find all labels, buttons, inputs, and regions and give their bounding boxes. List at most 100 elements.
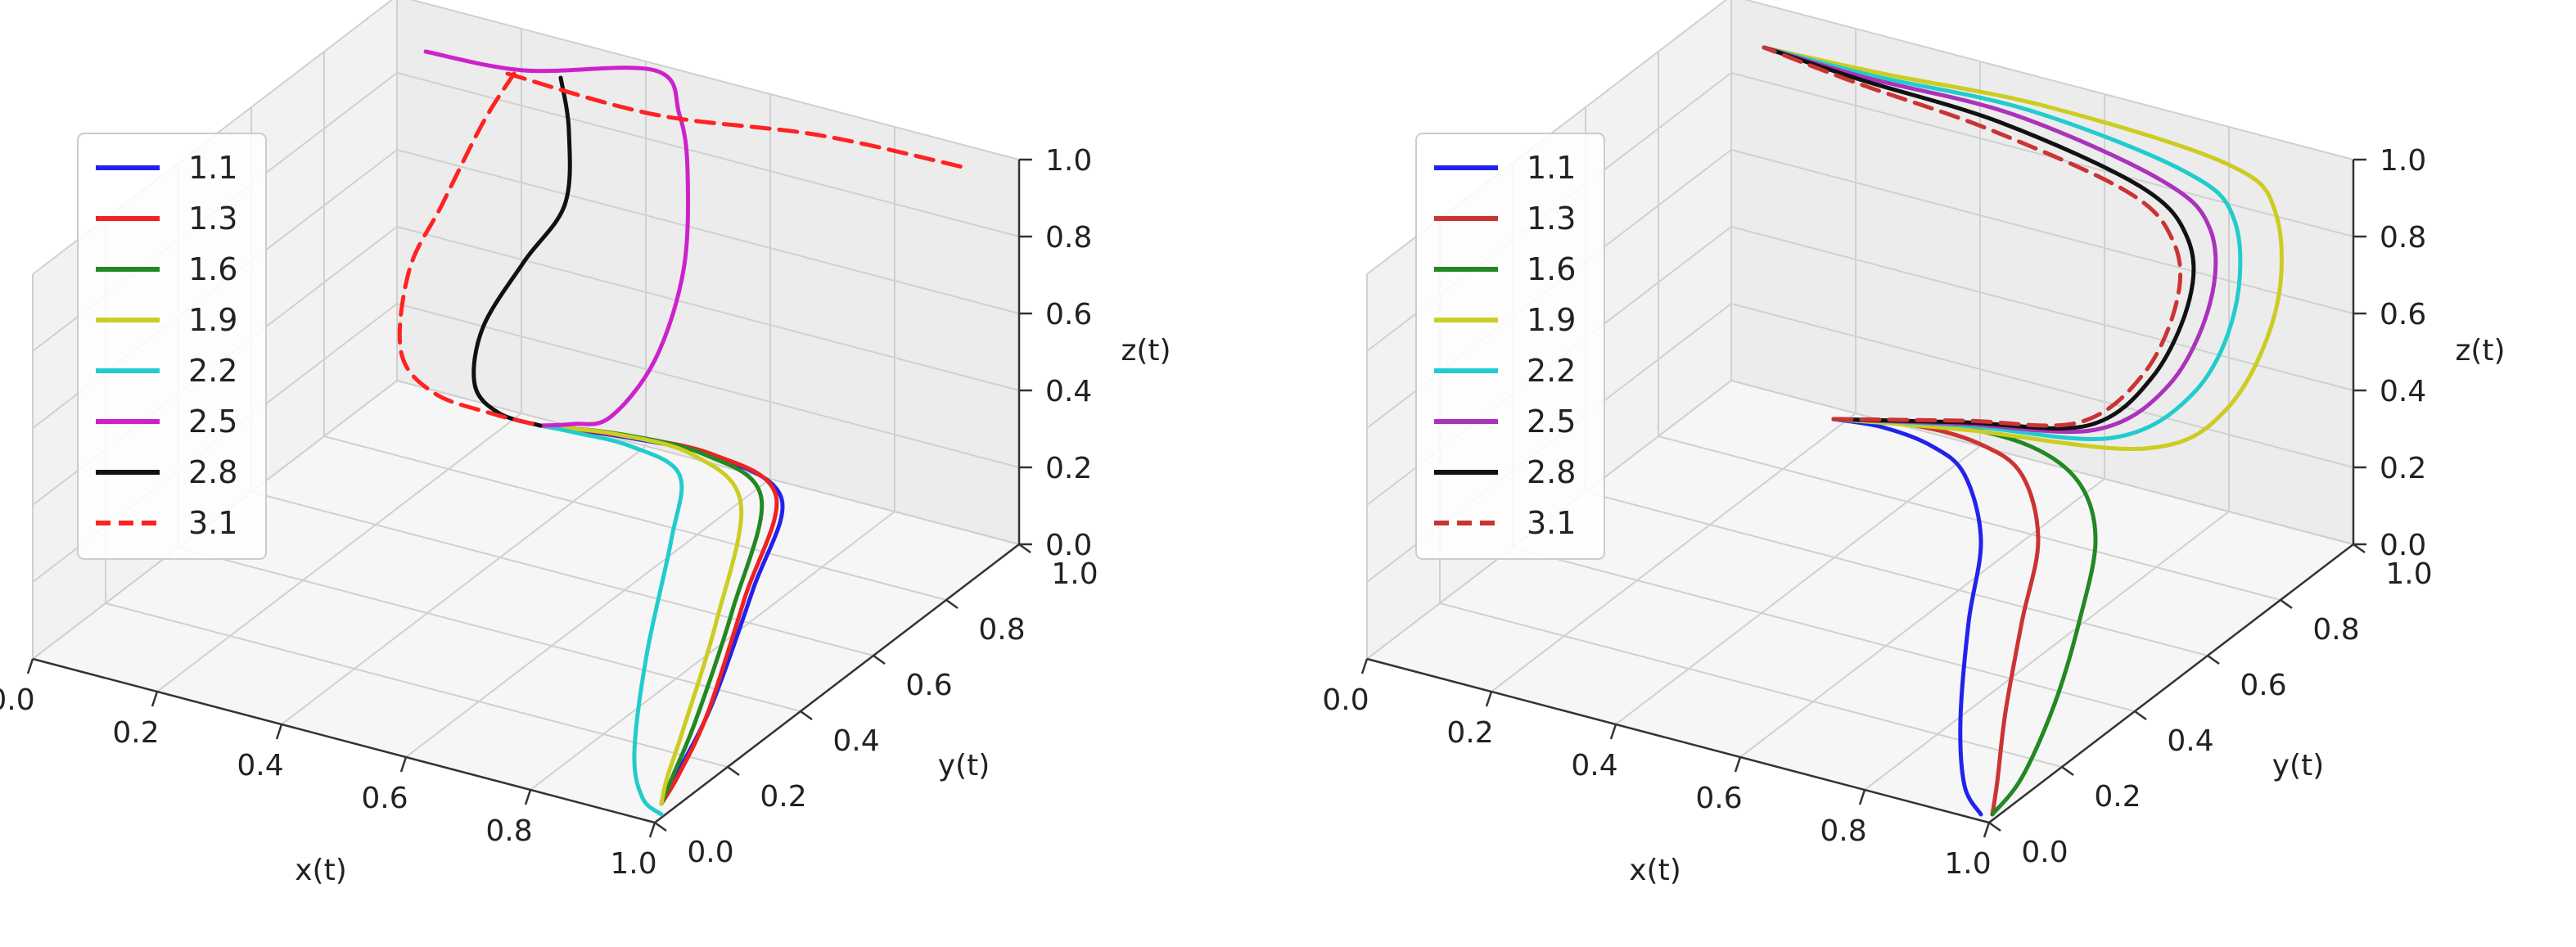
x-tick-label: 0.0 [0,683,35,717]
x-tick-label: 0.4 [237,749,283,782]
x-tick [26,658,34,674]
grid-line [1730,72,2354,237]
y-tick [1018,543,1031,554]
grid-line [1730,303,2354,468]
z-tick-label: 0.4 [1045,375,1092,408]
grid-line [1658,435,2281,601]
legend-label: 3.1 [188,505,237,541]
x-tick-label: 0.6 [1695,782,1742,815]
grid-line [1512,547,2136,712]
grid-line [156,413,522,692]
series-line-3-1 [1762,45,2183,428]
x-tick-label: 0.2 [1446,716,1493,750]
y-tick-label: 0.2 [2094,780,2141,814]
x-tick [1858,789,1866,805]
x-tick-label: 0.6 [361,782,408,815]
z-tick-label: 1.0 [1045,144,1092,178]
x-tick [151,691,159,707]
z-tick-label: 0.2 [1045,452,1092,485]
z-tick-label: 0.6 [1045,298,1092,331]
series-line-1-9 [538,423,744,806]
x-axis-line [32,657,656,824]
legend-box [1415,133,1605,560]
z-axis-label: z(t) [2455,334,2505,368]
series-line-3-1-top [505,71,968,170]
y-axis-line [654,543,1020,823]
z-axis-label: z(t) [1121,334,1171,368]
z-tick-label: 0.4 [2380,375,2426,408]
legend-box [77,133,267,560]
series-line-1-9 [1762,45,2284,452]
series-line-2-2 [538,423,684,817]
series-line-2-2 [1762,45,2243,441]
y-tick-label: 1.0 [1051,557,1098,591]
grid-line [1739,478,2105,758]
legend-label: 1.9 [188,302,237,338]
grid-line [1439,602,2063,768]
y-axis-label: y(t) [938,749,990,782]
x-tick-label: 1.0 [610,847,656,881]
legend-label: 1.1 [1527,150,1576,186]
x-tick-label: 0.8 [1820,814,1866,848]
grid-line [1585,491,2208,656]
x-tick [1360,658,1369,674]
grid-line [396,303,1020,468]
x-tick-label: 0.2 [112,716,159,750]
series-line-2-8 [471,75,572,428]
legend-label: 1.3 [188,201,237,237]
y-tick [800,710,813,721]
legend-label: 1.6 [1527,251,1576,287]
y-tick-label: 0.8 [2312,613,2359,647]
grid-line [396,72,1020,237]
grid-line [396,226,1020,391]
y-tick [727,765,740,777]
legend-label: 3.1 [1527,505,1576,541]
y-tick-label: 0.8 [978,613,1025,647]
grid-line [105,602,729,768]
legend-label: 1.6 [188,251,237,287]
legend-label: 2.5 [188,404,237,440]
series-line-3-1 [397,71,543,428]
y-tick-label: 0.0 [687,836,733,869]
x-tick [399,756,408,773]
y-axis-label: y(t) [2272,749,2325,782]
legend-label: 2.5 [1527,404,1576,440]
y-tick [2134,710,2147,721]
grid-line [1615,445,1981,725]
legend-label: 2.2 [188,353,237,389]
grid-line [396,149,1020,314]
x-tick [1485,691,1493,707]
left-3d-plot: 0.0 0.0 0.0 0.2 0.2 0.2 0.4 0.4 0.4 0.6 0.6 0.6 0.8 0… [0,0,1171,887]
y-tick [654,821,667,832]
grid-line [1864,511,2230,791]
y-tick-label: 0.6 [2240,669,2286,702]
legend-label: 1.9 [1527,302,1576,338]
grid-line [409,0,1020,160]
y-tick-label: 0.6 [905,669,952,702]
y-tick-label: 0.0 [2021,836,2068,869]
legend-label: 2.2 [1527,353,1576,389]
x-axis-line [1366,657,1990,824]
x-axis-label: x(t) [295,854,347,887]
z-tick-label: 0.6 [2380,298,2426,331]
x-tick [1609,724,1617,740]
x-tick-label: 0.4 [1571,749,1617,782]
y-tick [2280,598,2293,610]
x-tick [275,724,283,740]
x-tick [524,789,532,805]
y-tick-label: 1.0 [2385,557,2432,591]
right-3d-plot: 0.0 0.0 0.0 0.2 0.2 0.2 0.4 0.4 0.4 0.6 0.6 0.6 0.8 0… [1322,0,2506,887]
x-axis-label: x(t) [1629,854,1681,887]
y-tick [2061,765,2074,777]
y-tick-label: 0.4 [832,724,879,758]
series-line-2-5 [423,49,691,428]
z-tick-label: 0.8 [2380,221,2426,255]
grid-line [1730,149,2354,314]
x-tick-label: 0.8 [485,814,532,848]
y-tick [945,598,959,610]
legend-label: 1.3 [1527,201,1576,237]
legend-label: 2.8 [188,454,237,490]
legend-label: 1.1 [188,150,237,186]
x-tick-label: 0.0 [1322,683,1369,717]
